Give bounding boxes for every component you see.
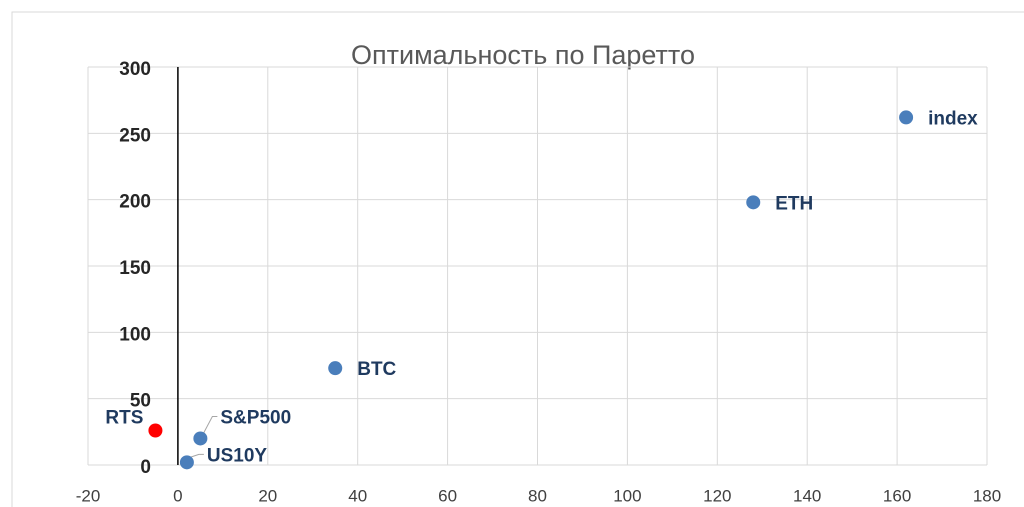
point-label: S&P500 [220, 407, 291, 428]
y-tick-label: 200 [119, 192, 151, 213]
x-tick-label: 20 [258, 486, 277, 505]
point [179, 455, 194, 470]
point [899, 110, 914, 125]
x-tick-label: 180 [973, 486, 1001, 505]
chart-border [11, 11, 1024, 507]
y-tick-label: 300 [119, 59, 151, 80]
point-label: RTS [105, 408, 143, 429]
point-label: ETH [775, 193, 813, 214]
x-tick-label: 120 [703, 486, 731, 505]
leader-line [189, 453, 204, 458]
leader-line [202, 415, 218, 434]
y-tick-label: 100 [119, 324, 151, 345]
point-label: index [928, 108, 978, 129]
point [193, 431, 208, 446]
x-tick-label: 80 [528, 486, 547, 505]
y-tick-label: 150 [119, 258, 151, 279]
point-label: US10Y [207, 445, 268, 466]
y-tick-label: 0 [140, 457, 151, 478]
point [328, 361, 343, 376]
point [148, 423, 163, 438]
y-tick-label: 250 [119, 125, 151, 146]
x-tick-label: 140 [793, 486, 821, 505]
x-tick-label: -20 [76, 486, 101, 505]
x-tick-label: 60 [438, 486, 457, 505]
y-tick-label: 50 [130, 391, 151, 412]
x-tick-label: 40 [348, 486, 367, 505]
point-label: BTC [357, 359, 396, 380]
x-tick-label: 0 [173, 486, 182, 505]
chart-title: Оптимальность по Паретто [351, 40, 695, 70]
point [746, 195, 761, 210]
x-tick-label: 100 [613, 486, 641, 505]
x-tick-label: 160 [883, 486, 911, 505]
